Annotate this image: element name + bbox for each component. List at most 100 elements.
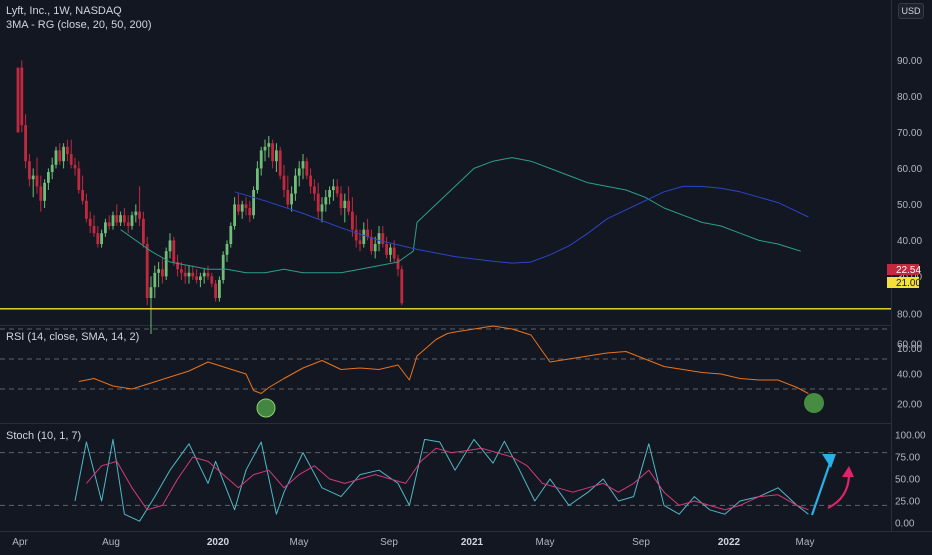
candle [187, 265, 191, 284]
candle-body [47, 172, 50, 183]
candle-body [92, 226, 96, 234]
candle-body [256, 168, 259, 190]
candle [389, 244, 392, 262]
candle-body [183, 272, 187, 277]
candle-body [28, 161, 31, 180]
indicator-legend: 3MA - RG (close, 20, 50, 200) [6, 19, 152, 31]
stoch-d-line [86, 447, 809, 511]
candle-body [290, 193, 293, 205]
candle-body [218, 280, 221, 298]
candle-body [153, 272, 157, 288]
candle [210, 272, 214, 288]
candle [77, 161, 81, 194]
stoch-tick-label: 0.00 [895, 519, 915, 530]
candle-body [358, 240, 362, 244]
candle-body [362, 229, 366, 244]
candle [294, 168, 297, 201]
candle [225, 240, 229, 262]
candle-body [104, 222, 107, 234]
candle [138, 186, 141, 226]
rsi-tick-label: 80.00 [897, 310, 922, 321]
candle-body [157, 269, 160, 273]
candle [85, 193, 88, 223]
candle-body [259, 150, 263, 169]
candle [354, 215, 358, 248]
candle-body [263, 146, 267, 151]
candle [183, 265, 187, 284]
candle [199, 272, 202, 288]
candle [282, 164, 286, 198]
candle [233, 197, 236, 230]
candle [107, 215, 111, 230]
candle-body [225, 244, 229, 255]
candle-body [39, 186, 43, 201]
candle [214, 280, 217, 302]
candle [31, 168, 35, 198]
candle [172, 236, 176, 266]
candle [309, 168, 312, 194]
candle [157, 262, 160, 288]
candle [373, 236, 377, 259]
candle [191, 265, 195, 280]
candle-body [229, 226, 233, 244]
candle-body [309, 175, 312, 187]
candle [43, 179, 46, 208]
candle-body [50, 164, 54, 172]
candle [24, 114, 27, 169]
candle [347, 186, 350, 216]
candle [96, 226, 100, 248]
candle [297, 161, 301, 187]
candle [92, 215, 96, 237]
candle-body [195, 276, 198, 280]
candle [134, 204, 138, 223]
candle-body [81, 190, 84, 201]
arrow-head-pink [842, 466, 854, 477]
last-price-label: 22.54 [896, 265, 921, 276]
candle-body [69, 154, 73, 165]
candle-body [100, 233, 103, 244]
candle-body [244, 204, 248, 208]
time-tick-label: Apr [12, 537, 28, 548]
candle [88, 211, 92, 234]
rsi-legend: RSI (14, close, SMA, 14, 2) [6, 331, 140, 343]
time-tick-label: May [796, 537, 815, 548]
candle-body [123, 215, 126, 223]
candle-body [267, 143, 271, 147]
ma-20-line [120, 157, 801, 274]
currency-button[interactable]: USD [898, 3, 924, 19]
candle-body [202, 272, 206, 277]
candle [206, 265, 210, 280]
candle [153, 265, 157, 298]
support-price-label: 21.00 [896, 278, 921, 289]
up-arrow-pink [827, 475, 851, 509]
candle-body [172, 240, 176, 262]
candle [263, 139, 267, 162]
time-tick-label: Sep [632, 537, 650, 548]
candle-body [286, 190, 290, 205]
candle [73, 157, 77, 176]
candle-body [221, 254, 225, 280]
candle-body [233, 204, 236, 226]
candle-body [62, 146, 65, 162]
symbol-title: Lyft, Inc., 1W, NASDAQ [6, 5, 122, 17]
candle [244, 197, 248, 216]
price-tick-label: 70.00 [897, 128, 922, 139]
candle-body [392, 247, 396, 259]
time-tick-label: 2022 [718, 537, 741, 548]
time-tick-label: 2020 [207, 537, 230, 548]
candle [180, 262, 183, 280]
candle-body [282, 175, 286, 190]
candle [119, 211, 122, 226]
up-arrow-cyan [810, 459, 833, 516]
candle [267, 136, 271, 158]
candle-body [351, 211, 354, 230]
rsi-line [78, 325, 809, 394]
candle-body [130, 215, 134, 226]
candle [248, 200, 252, 223]
stoch-tick-label: 50.00 [895, 475, 920, 486]
candle-body [206, 272, 210, 277]
candle-body [377, 233, 381, 244]
candle [305, 157, 309, 180]
candle-body [20, 67, 24, 126]
